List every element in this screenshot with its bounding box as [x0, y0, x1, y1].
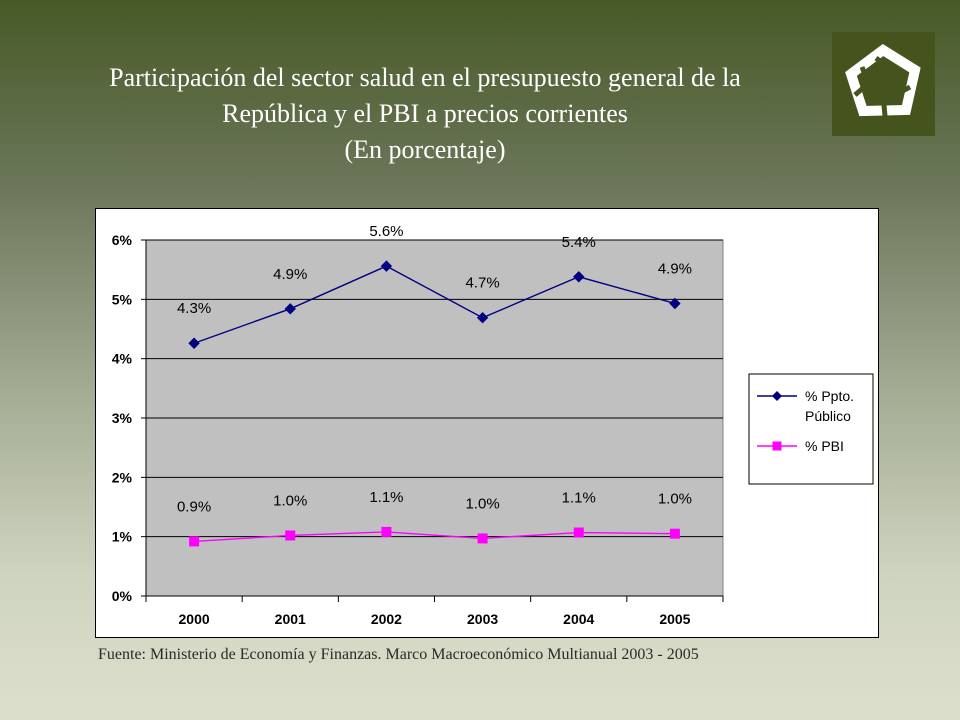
chart-container: 0% 1% 2% 3% 4% 5% 6% 2000 2001 2002 2003 2004 2005 4.…	[95, 208, 879, 638]
y-tick-label: 1%	[112, 529, 133, 545]
data-point-diamond	[380, 260, 393, 272]
data-label: 4.7%	[465, 275, 499, 292]
x-tick-label: 2003	[467, 611, 498, 627]
data-label: 1.0%	[273, 492, 307, 509]
title-line-1: Participación del sector salud en el pre…	[109, 63, 741, 92]
data-label: 4.3%	[177, 300, 211, 317]
data-label: 0.9%	[177, 498, 211, 515]
title-line-2: República y el PBI a precios corrientes	[222, 98, 628, 128]
data-point-diamond	[669, 297, 681, 310]
data-label: 4.9%	[273, 266, 307, 283]
y-tick-label: 2%	[112, 469, 133, 485]
data-label: 5.4%	[562, 234, 596, 251]
data-point-square	[285, 530, 296, 541]
data-point-square	[669, 528, 680, 539]
legend-entry-label: % Ppto.	[805, 388, 854, 404]
x-tick-label: 2005	[659, 611, 690, 627]
x-tick-label: 2002	[371, 611, 402, 627]
data-point-diamond	[573, 271, 585, 283]
data-point-square	[189, 536, 200, 547]
legend-marker-square	[772, 441, 782, 451]
chart-title: Participación del sector salud en el pre…	[20, 60, 830, 168]
y-tick-label: 5%	[112, 291, 133, 307]
data-label: 1.1%	[562, 490, 596, 507]
y-tick-label: 3%	[112, 410, 133, 426]
y-tick-label: 0%	[112, 588, 133, 604]
legend-entry-label: Público	[805, 408, 851, 424]
data-label: 5.6%	[369, 223, 403, 240]
pentagon-logo-icon	[832, 32, 935, 136]
data-label: 1.0%	[465, 495, 499, 512]
x-tick-label: 2001	[275, 611, 306, 627]
series-line-0	[193, 265, 676, 344]
y-tick-label: 4%	[112, 351, 133, 367]
data-label: 1.1%	[369, 489, 403, 506]
data-point-diamond	[476, 312, 489, 324]
legend-marker-diamond	[772, 391, 782, 401]
x-tick-label: 2000	[179, 611, 210, 627]
x-tick-label: 2004	[563, 611, 594, 627]
data-point-diamond	[284, 303, 296, 315]
legend-entry-label: % PBI	[805, 438, 844, 454]
series-line-1	[194, 531, 675, 543]
source-note: Fuente: Ministerio de Economía y Finanza…	[98, 646, 699, 663]
y-tick-label: 6%	[112, 232, 133, 248]
data-point-square	[381, 526, 392, 537]
data-label: 4.9%	[658, 260, 692, 277]
data-point-square	[573, 527, 584, 538]
data-label: 1.0%	[658, 491, 692, 508]
data-point-square	[477, 533, 488, 544]
data-point-diamond	[188, 337, 200, 349]
legend-box	[748, 373, 874, 485]
title-line-3: (En porcentaje)	[344, 134, 506, 164]
line-chart: 0% 1% 2% 3% 4% 5% 6% 2000 2001 2002 2003 2004 2005 4.…	[112, 223, 874, 627]
